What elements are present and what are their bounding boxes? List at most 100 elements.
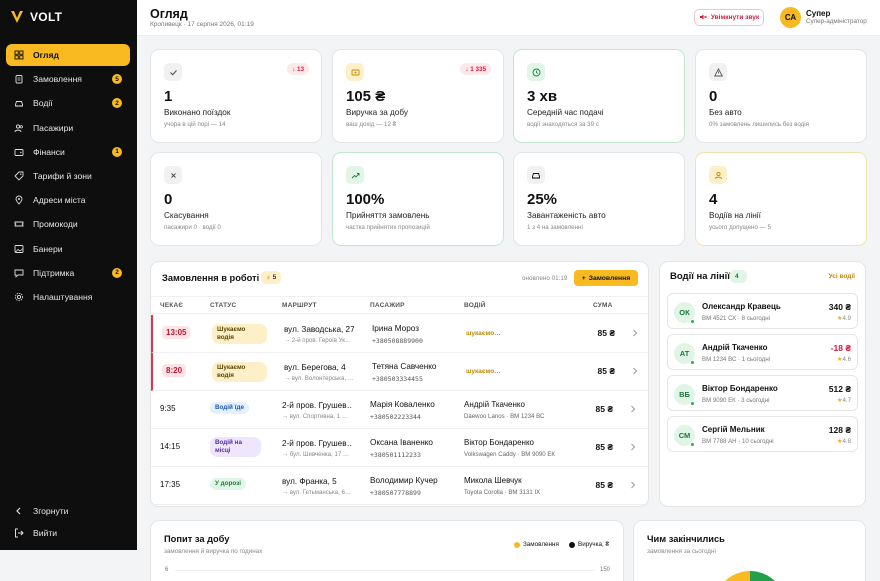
driver-rating: ★4.9	[837, 315, 851, 322]
logout-button[interactable]: Вийти	[6, 522, 130, 544]
sidebar-item-1[interactable]: Замовлення 5	[6, 68, 130, 90]
legend-revenue-label: Виручка, ₴	[578, 541, 609, 548]
stat-label: Виконано поїздок	[164, 108, 231, 117]
driver-card[interactable]: СМ Сергій Мельник ВМ 7788 АН · 10 сьогодні…	[667, 416, 858, 452]
orders-count-badge: ⚡ 5	[261, 271, 282, 284]
image-icon	[14, 244, 24, 254]
driver-name: Микола Шевчук	[464, 476, 522, 485]
driver-card[interactable]: ОК Олександр Кравець ВМ 4521 СХ · 8 сьогод…	[667, 293, 858, 329]
table-row[interactable]: 9:35 Водій їде 2-й пров. Грушев… → вул. Спо…	[151, 391, 648, 429]
chevron-right-icon[interactable]	[629, 480, 637, 490]
outcomes-donut	[725, 571, 775, 581]
star-icon: ★	[837, 397, 843, 404]
sidebar-item-label: Промокоди	[33, 219, 78, 230]
collapse-button[interactable]: Згорнути	[6, 500, 130, 522]
table-row[interactable]: 8:20 Шукаємо водія вул. Берегова, 4 → вул. …	[151, 353, 648, 391]
driver-card[interactable]: ВБ Віктор Бондаренко ВМ 9090 ЕК · 3 сьогод…	[667, 375, 858, 411]
passenger-phone[interactable]: +380502223344	[370, 413, 421, 421]
sidebar-item-label: Банери	[33, 243, 63, 254]
order-sum: 85 ₴	[597, 366, 616, 376]
donut-segment-completed	[750, 571, 775, 581]
wallet-icon	[14, 147, 24, 157]
sidebar-item-9[interactable]: Підтримка 2	[6, 262, 130, 284]
car-icon	[527, 166, 545, 184]
stat-value: 25%	[527, 191, 558, 208]
user-avatar[interactable]: СА	[780, 7, 801, 28]
user-name: Супер	[806, 9, 831, 18]
cash-icon	[346, 63, 364, 81]
chevron-right-icon[interactable]	[629, 404, 637, 414]
stat-card: 0 Без авто 0% замовлень лишились без водія	[695, 49, 867, 143]
table-row[interactable]: 14:15 Водій на місці 2-й пров. Грушев… → бу…	[151, 429, 648, 467]
axis-right-tick: 150	[600, 567, 611, 573]
all-drivers-link[interactable]: Усі водії	[828, 273, 855, 280]
passenger-phone[interactable]: +380501112233	[370, 451, 421, 459]
stat-delta-badge: ↓ 13	[287, 63, 309, 75]
status-badge: Шукаємо водія	[212, 362, 267, 382]
enable-sound-button[interactable]: Увімкнути звук	[694, 9, 764, 26]
table-row[interactable]: 17:35 У дорозі вул. Франка, 5 → вул. Гетьма…	[151, 467, 648, 505]
sidebar-item-6[interactable]: Адреси міста	[6, 189, 130, 211]
table-row[interactable]: 13:05 Шукаємо водія вул. Заводська, 27 → 2-…	[151, 315, 648, 353]
check-icon	[164, 63, 182, 81]
route-to: → вул. Спортивна, 1 …	[282, 413, 348, 420]
sidebar-item-label: Адреси міста	[33, 195, 86, 206]
sidebar-item-7[interactable]: Промокоди	[6, 213, 130, 235]
stat-card: 4 Водіїв на лінії усього допущено — 5	[695, 152, 867, 246]
sidebar-item-label: Пасажири	[33, 122, 74, 133]
driver-name: Андрій Ткаченко	[702, 343, 768, 352]
order-sum: 85 ₴	[595, 404, 614, 414]
online-status-dot	[690, 360, 695, 365]
star-icon: ★	[837, 315, 843, 322]
driver-rating: ★4.7	[837, 397, 851, 404]
pin-icon	[14, 195, 24, 205]
driver-name: Віктор Бондаренко	[464, 438, 534, 447]
passenger-name: Ірина Мороз	[372, 324, 419, 333]
orders-count: 5	[272, 274, 277, 281]
sidebar-item-8[interactable]: Банери	[6, 238, 130, 260]
new-order-button[interactable]: + Замовлення	[574, 270, 638, 286]
clock-icon	[527, 63, 545, 81]
sidebar-item-4[interactable]: Фінанси 1	[6, 141, 130, 163]
passenger-phone[interactable]: +380507778899	[370, 489, 421, 497]
stat-subtext: усього допущено — 5	[709, 224, 771, 231]
status-badge: Шукаємо водія	[212, 324, 267, 344]
sidebar-item-label: Підтримка	[33, 267, 75, 278]
route-to: → бул. Шевченка, 17 …	[282, 451, 350, 458]
stat-card: ↓ 13 1 Виконано поїздок учора в цій порі — …	[150, 49, 322, 143]
chevron-right-icon[interactable]	[631, 366, 639, 376]
logo[interactable]: VOLT	[10, 10, 62, 24]
stat-label: Виручка за добу	[346, 108, 408, 117]
stat-card: 0 Скасування пасажири 0 · водії 0	[150, 152, 322, 246]
online-status-dot	[690, 401, 695, 406]
stat-value: 105 ₴	[346, 88, 386, 105]
sidebar-item-5[interactable]: Тарифи й зони	[6, 165, 130, 187]
clipboard-icon	[14, 74, 24, 84]
driver-rating-value: 4.6	[842, 356, 851, 363]
legend-orders-dot	[514, 541, 520, 548]
page-title: Огляд	[150, 7, 188, 21]
new-order-label: Замовлення	[588, 274, 631, 282]
col-passenger: ПАСАЖИР	[370, 302, 405, 309]
sidebar-item-2[interactable]: Водії 2	[6, 92, 130, 114]
sidebar-item-0[interactable]: Огляд	[6, 44, 130, 66]
stat-value: 4	[709, 191, 718, 208]
chart-gridline	[175, 570, 595, 571]
stat-label: Середній час подачі	[527, 108, 604, 117]
legend-revenue-dot	[569, 541, 575, 548]
chevron-right-icon[interactable]	[631, 328, 639, 338]
passenger-phone[interactable]: +380503334455	[372, 375, 423, 383]
stat-label: Водіїв на лінії	[709, 211, 761, 220]
driver-meta: ВМ 9090 ЕК · 3 сьогодні	[702, 397, 770, 404]
sidebar-item-3[interactable]: Пасажири	[6, 117, 130, 139]
stat-label: Скасування	[164, 211, 209, 220]
col-waiting: ЧЕКАЄ	[160, 302, 184, 309]
col-driver: ВОДІЙ	[464, 302, 486, 309]
daily-demand-panel: Попит за добу замовлення й виручка по го…	[150, 520, 624, 581]
chevron-right-icon[interactable]	[629, 442, 637, 452]
driver-balance: 512 ₴	[828, 384, 851, 394]
passenger-phone[interactable]: +380508889900	[372, 337, 423, 345]
sidebar-item-10[interactable]: Налаштування	[6, 286, 130, 308]
passenger-name: Марія Коваленко	[370, 400, 435, 409]
driver-card[interactable]: АТ Андрій Ткаченко ВМ 1234 ВС · 1 сьогодні…	[667, 334, 858, 370]
